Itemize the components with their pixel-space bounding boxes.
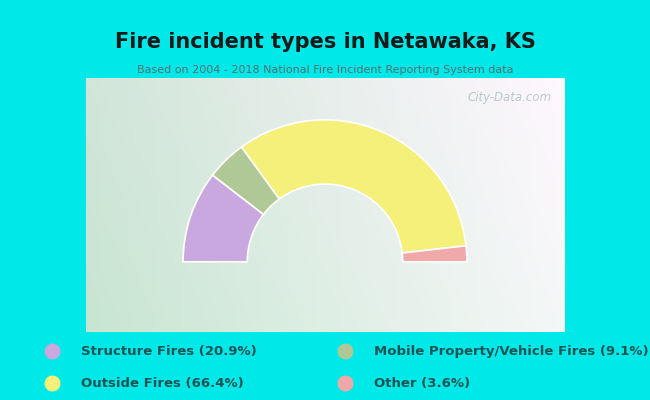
Wedge shape — [183, 175, 263, 262]
Wedge shape — [242, 120, 466, 253]
Text: City-Data.com: City-Data.com — [468, 91, 552, 104]
Text: Fire incident types in Netawaka, KS: Fire incident types in Netawaka, KS — [114, 32, 536, 52]
Wedge shape — [402, 246, 467, 262]
Text: Based on 2004 - 2018 National Fire Incident Reporting System data: Based on 2004 - 2018 National Fire Incid… — [136, 65, 514, 75]
Wedge shape — [213, 147, 280, 214]
Text: Structure Fires (20.9%): Structure Fires (20.9%) — [81, 344, 257, 358]
Text: Outside Fires (66.4%): Outside Fires (66.4%) — [81, 376, 244, 390]
Text: Mobile Property/Vehicle Fires (9.1%): Mobile Property/Vehicle Fires (9.1%) — [374, 344, 649, 358]
Text: Other (3.6%): Other (3.6%) — [374, 376, 470, 390]
